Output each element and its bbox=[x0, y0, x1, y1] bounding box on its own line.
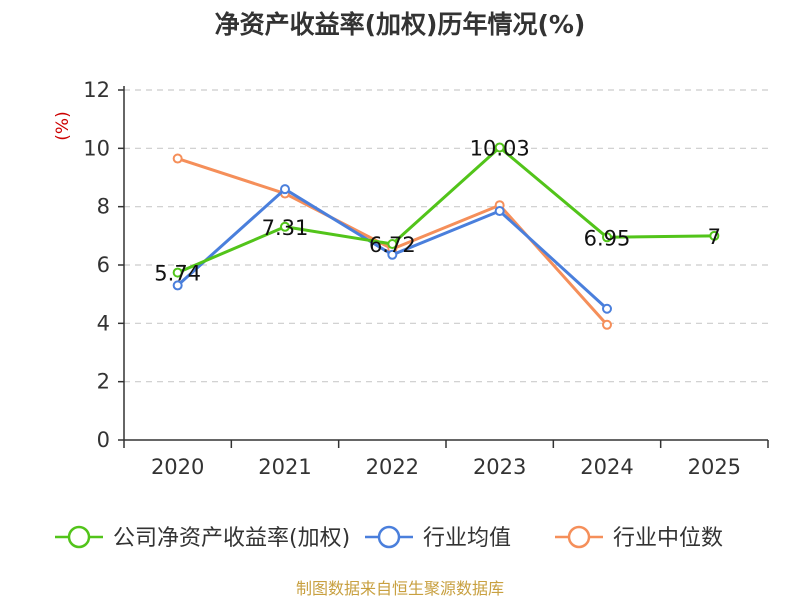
y-tick-label-3: 6 bbox=[97, 253, 110, 277]
point-0-2021 bbox=[280, 221, 290, 232]
y-tick-label-6: 12 bbox=[83, 78, 110, 102]
data-label-2022: 6.72 bbox=[369, 233, 416, 257]
gridlines bbox=[124, 89, 768, 383]
y-tick-label-1: 2 bbox=[97, 370, 110, 394]
legend-label-2: 行业中位数 bbox=[613, 526, 723, 551]
y-tick-label-0: 0 bbox=[97, 428, 110, 452]
point-2-2024 bbox=[602, 319, 612, 330]
chart-title: 净资产收益率(加权)历年情况(%) bbox=[215, 10, 586, 39]
legend[interactable]: 公司净资产收益率(加权) 行业均值 行业中位数 bbox=[55, 525, 723, 551]
point-1-2022 bbox=[387, 249, 398, 260]
point-1-2024 bbox=[602, 303, 612, 314]
point-0-2022 bbox=[387, 239, 398, 249]
x-tick-label-2021: 2021 bbox=[258, 455, 311, 479]
point-1-2023 bbox=[494, 206, 505, 217]
x-tick-label-2022: 2022 bbox=[366, 455, 419, 479]
x-tick-label-2023: 2023 bbox=[473, 455, 526, 479]
series-line-0 bbox=[177, 145, 715, 274]
point-1-2021 bbox=[280, 184, 290, 195]
point-0-2025 bbox=[709, 230, 720, 241]
source-note: 制图数据来自恒生聚源数据库 bbox=[296, 579, 504, 598]
data-label-2025: 7 bbox=[708, 225, 721, 249]
point-0-2024 bbox=[602, 232, 612, 243]
data-label-2020: 5.74 bbox=[154, 262, 201, 286]
y-tick-label-4: 8 bbox=[97, 195, 110, 219]
data-label-2021: 7.31 bbox=[262, 216, 309, 240]
x-tick-label-2024: 2024 bbox=[580, 455, 633, 479]
y-tick-label-5: 10 bbox=[83, 136, 110, 160]
data-label-2023: 10.03 bbox=[470, 136, 530, 160]
point-1-2020 bbox=[172, 280, 183, 291]
y-axis-unit-label: (%) bbox=[53, 111, 73, 140]
point-0-2020 bbox=[172, 267, 183, 278]
series-lines bbox=[172, 142, 720, 330]
axes: 0 2 4 6 8 10 12 2020 2021 2022 2023 2024 2025 bbox=[83, 78, 769, 479]
x-tick-label-2020: 2020 bbox=[151, 455, 204, 479]
legend-marker-1 bbox=[377, 525, 401, 549]
y-tick-label-2: 4 bbox=[97, 311, 110, 335]
legend-marker-0 bbox=[67, 525, 91, 549]
legend-label-0: 公司净资产收益率(加权) bbox=[113, 526, 350, 551]
data-label-2024: 6.95 bbox=[584, 226, 631, 250]
legend-marker-2 bbox=[567, 525, 591, 549]
data-labels: 5.74 7.31 6.72 10.03 6.95 7 bbox=[154, 136, 721, 285]
point-0-2023 bbox=[494, 142, 505, 153]
point-2-2020 bbox=[172, 153, 183, 164]
legend-label-1: 行业均值 bbox=[423, 526, 511, 551]
x-tick-label-2025: 2025 bbox=[688, 455, 741, 479]
